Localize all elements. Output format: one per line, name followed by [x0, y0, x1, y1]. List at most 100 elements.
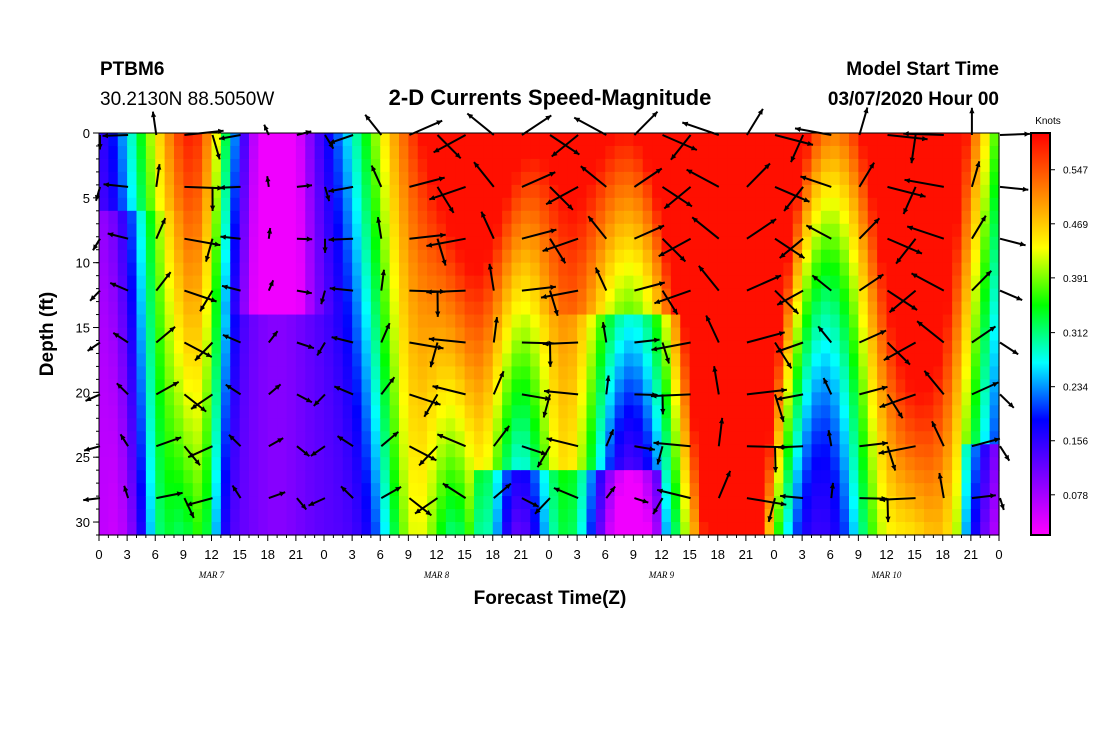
heatmap-cell: [99, 522, 109, 536]
heatmap-cell: [286, 158, 297, 173]
heatmap-cell: [295, 223, 306, 238]
heatmap-cell: [445, 327, 456, 342]
heatmap-cell: [305, 133, 316, 147]
heatmap-cell: [792, 197, 803, 212]
heatmap-cell: [961, 431, 972, 445]
heatmap-cell: [802, 457, 813, 471]
heatmap-cell: [858, 405, 869, 419]
current-arrow: [883, 341, 917, 361]
heatmap-cell: [295, 418, 306, 432]
heatmap-cell: [258, 483, 269, 497]
heatmap-cell: [820, 184, 831, 199]
heatmap-cell: [727, 392, 738, 406]
heatmap-cell: [567, 405, 578, 419]
heatmap-cell: [352, 184, 363, 199]
heatmap-cell: [427, 431, 438, 445]
heatmap-cell: [183, 184, 194, 199]
heatmap-cell: [914, 158, 925, 173]
heatmap-cell: [577, 314, 588, 329]
heatmap-cell: [624, 301, 634, 316]
heatmap-cell: [605, 340, 616, 355]
heatmap-cell: [539, 522, 550, 536]
heatmap-cell: [858, 133, 869, 147]
heatmap-cell: [905, 327, 916, 342]
heatmap-cell: [708, 522, 719, 536]
heatmap-cell: [155, 133, 166, 147]
heatmap-cell: [389, 353, 400, 368]
heatmap-cell: [905, 457, 916, 471]
heatmap-cell: [99, 405, 109, 419]
heatmap-cell: [989, 210, 1000, 225]
heatmap-cell: [464, 496, 475, 510]
heatmap-cell: [689, 314, 700, 329]
heatmap-cell: [736, 197, 747, 212]
heatmap-cell: [474, 184, 484, 199]
heatmap-cell: [314, 483, 325, 497]
heatmap-cell: [399, 379, 409, 393]
heatmap-cell: [117, 509, 128, 523]
heatmap-cell: [239, 262, 250, 277]
heatmap-cell: [849, 353, 859, 368]
heatmap-cell: [586, 327, 597, 342]
heatmap-cell: [464, 405, 475, 419]
heatmap-cell: [174, 275, 184, 290]
heatmap-cell: [220, 158, 231, 173]
heatmap-cell: [474, 288, 484, 303]
heatmap-cell: [820, 418, 831, 432]
heatmap-cell: [305, 431, 316, 445]
heatmap-cell: [305, 249, 316, 264]
heatmap-cell: [492, 444, 503, 458]
heatmap-cell: [305, 418, 316, 432]
heatmap-cell: [108, 262, 119, 277]
heatmap-cell: [99, 158, 109, 173]
x-tick-label: 3: [799, 547, 806, 562]
chart-title: 2-D Currents Speed-Magnitude: [389, 85, 712, 110]
heatmap-cell: [220, 184, 231, 199]
heatmap-cell: [389, 288, 400, 303]
heatmap-cell: [249, 457, 259, 471]
heatmap-cell: [511, 288, 522, 303]
heatmap-cell: [905, 483, 916, 497]
heatmap-cell: [811, 392, 822, 406]
heatmap-cell: [764, 171, 775, 186]
heatmap-cell: [192, 392, 203, 406]
heatmap-cell: [745, 405, 756, 419]
heatmap-cell: [249, 444, 259, 458]
heatmap-cell: [220, 522, 231, 536]
heatmap-cell: [267, 171, 278, 186]
heatmap-cell: [745, 392, 756, 406]
heatmap-cell: [783, 379, 794, 393]
heatmap-cell: [455, 431, 466, 445]
current-arrow: [409, 232, 446, 240]
heatmap-cell: [736, 314, 747, 329]
heatmap-cell: [258, 288, 269, 303]
heatmap-cell: [633, 171, 644, 186]
heatmap-cell: [689, 509, 700, 523]
heatmap-cell: [661, 133, 672, 147]
heatmap-cell: [258, 210, 269, 225]
heatmap-cell: [670, 249, 681, 264]
heatmap-cell: [745, 431, 756, 445]
heatmap-cell: [474, 496, 484, 510]
heatmap-cell: [849, 133, 859, 147]
heatmap-cell: [642, 223, 653, 238]
heatmap-cell: [849, 210, 859, 225]
heatmap-cell: [370, 288, 381, 303]
heatmap-cell: [736, 444, 747, 458]
heatmap-cell: [361, 405, 372, 419]
heatmap-cell: [980, 444, 991, 458]
heatmap-cell: [736, 379, 747, 393]
heatmap-cell: [455, 379, 466, 393]
heatmap-cell: [558, 483, 569, 497]
heatmap-cell: [952, 288, 963, 303]
heatmap-cell: [858, 522, 869, 536]
heatmap-cell: [764, 457, 775, 471]
heatmap-cell: [455, 353, 466, 368]
heatmap-cell: [633, 158, 644, 173]
heatmap-cell: [708, 496, 719, 510]
heatmap-cell: [174, 184, 184, 199]
heatmap-cell: [492, 327, 503, 342]
heatmap-cell: [661, 327, 672, 342]
heatmap-cell: [989, 184, 1000, 199]
x-tick-label: 3: [574, 547, 581, 562]
